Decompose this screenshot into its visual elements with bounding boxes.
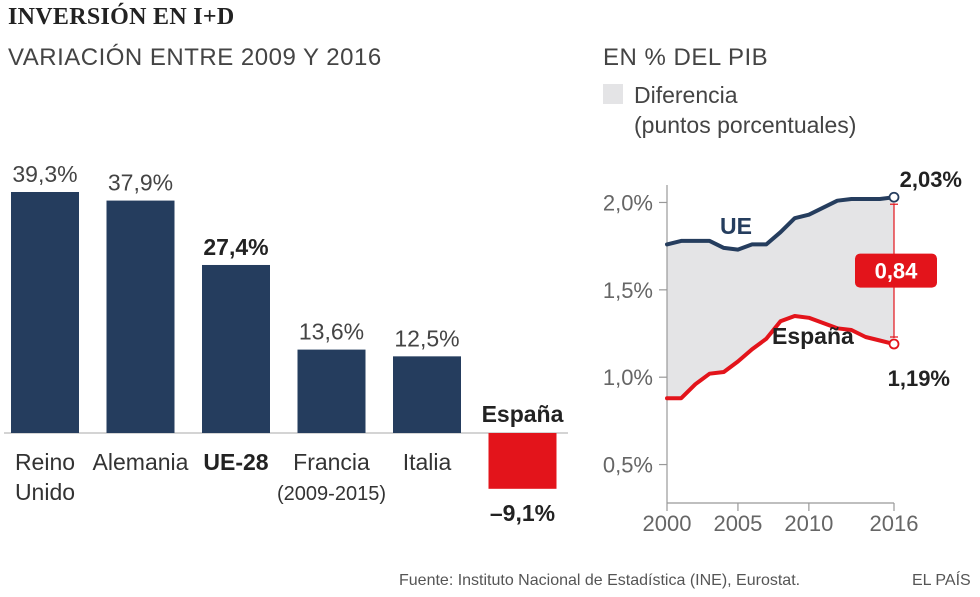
legend-swatch-difference bbox=[603, 84, 623, 104]
series-label-ue: UE bbox=[720, 213, 752, 239]
end-label-ue: 2,03% bbox=[900, 167, 962, 192]
bar-value-label-5: –9,1% bbox=[490, 500, 555, 526]
bar-value-label-4: 12,5% bbox=[394, 325, 459, 351]
series-line-1 bbox=[665, 314, 896, 401]
source-note: Fuente: Instituto Nacional de Estadístic… bbox=[399, 572, 801, 589]
line-chart: 2,0% 1,5% 1,0% 0,5% 2000 2005 2010 2016 2,03% 1,1… bbox=[603, 167, 962, 536]
y-tick-label-0: 2,0% bbox=[603, 190, 653, 215]
bar-4 bbox=[393, 356, 461, 433]
y-tick-label-1: 1,5% bbox=[603, 278, 653, 303]
endpoint-marker-ue bbox=[888, 191, 900, 203]
end-label-espana: 1,19% bbox=[888, 366, 950, 391]
difference-label: 0,84 bbox=[875, 259, 919, 284]
bar-chart: 39,3% Reino Unido 37,9% Alemania 27,4% UE-28 13… bbox=[4, 161, 568, 526]
bar-category-label-2: UE-28 bbox=[203, 449, 268, 475]
bar-category-label-3-line-1: (2009-2015) bbox=[277, 483, 386, 505]
bar-1 bbox=[106, 200, 175, 433]
chart-title: INVERSIÓN EN I+D bbox=[8, 4, 235, 30]
difference-area bbox=[667, 197, 894, 399]
difference-label-box bbox=[855, 253, 937, 288]
x-tick-label-3: 2016 bbox=[870, 511, 919, 536]
bar-category-label-4: Italia bbox=[403, 449, 452, 475]
bar-value-label-1: 37,9% bbox=[108, 170, 173, 196]
bar-category-label-0: Reino bbox=[15, 449, 75, 475]
legend-label-line-1: Diferencia bbox=[634, 82, 738, 108]
bar-value-label-0: 39,3% bbox=[12, 161, 77, 187]
bar-value-label-3: 13,6% bbox=[299, 319, 364, 345]
bar-category-label-3: Francia bbox=[293, 449, 370, 475]
x-tick-label-0: 2000 bbox=[643, 511, 692, 536]
legend-label-difference: Diferencia (puntos porcentuales) bbox=[634, 80, 856, 140]
bar-3 bbox=[297, 349, 366, 433]
x-tick-label-2: 2010 bbox=[784, 511, 833, 536]
bar-value-label-2: 27,4% bbox=[203, 234, 268, 260]
line-chart-title: EN % DEL PIB bbox=[603, 44, 769, 71]
y-tick-label-2: 1,0% bbox=[603, 365, 653, 390]
y-tick-label-3: 0,5% bbox=[603, 453, 653, 478]
series-label-espana: España bbox=[772, 323, 854, 349]
bar-0 bbox=[11, 192, 79, 433]
bar-chart-subtitle: VARIACIÓN ENTRE 2009 Y 2016 bbox=[8, 44, 382, 71]
bar-2 bbox=[202, 264, 270, 433]
bar-5 bbox=[488, 433, 557, 489]
legend-label-line-2: (puntos porcentuales) bbox=[634, 112, 857, 138]
endpoint-marker-espana bbox=[888, 338, 900, 350]
bar-category-label-0-line-1: Unido bbox=[15, 479, 75, 505]
brand-credit: EL PAÍS bbox=[912, 572, 971, 589]
series-line-0 bbox=[665, 195, 896, 252]
bar-category-label-1: Alemania bbox=[93, 449, 189, 475]
x-tick-label-1: 2005 bbox=[713, 511, 762, 536]
bar-category-label-5: España bbox=[482, 401, 564, 427]
